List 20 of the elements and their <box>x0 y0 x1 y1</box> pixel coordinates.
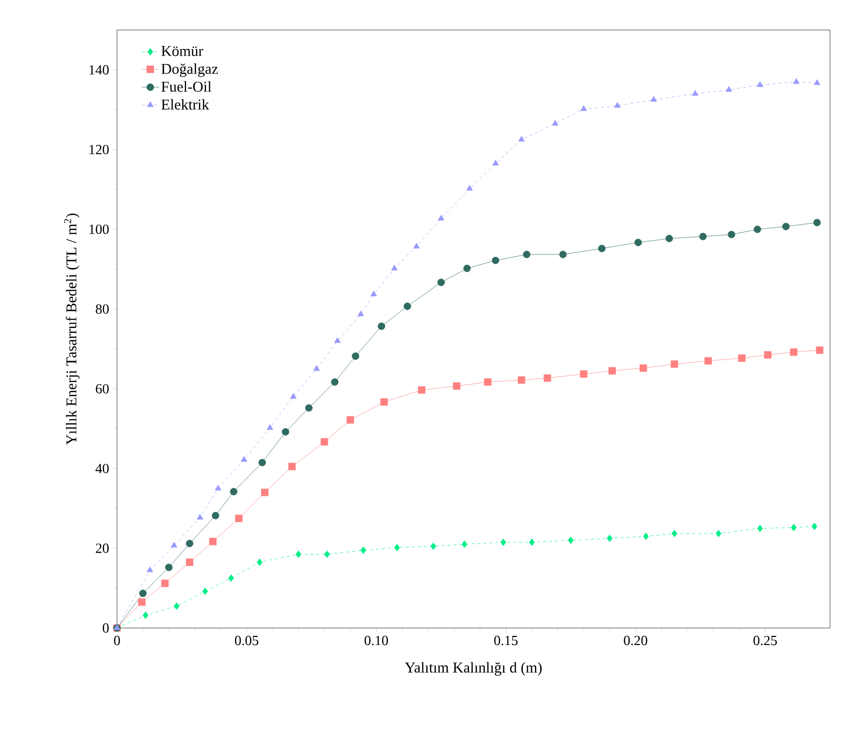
x-tick-label: 0.05 <box>234 636 258 646</box>
legend-label: Fuel-Oil <box>161 81 212 92</box>
y-tick-label: 80 <box>96 304 109 314</box>
x-axis-title: Yalıtım Kalınlığı d (m) <box>404 662 542 676</box>
legend-label: Kömür <box>161 46 204 56</box>
y-tick-label: 100 <box>90 224 109 234</box>
x-tick-label: 0.10 <box>364 636 388 646</box>
x-tick-label: 0.20 <box>624 636 648 646</box>
y-tick-label: 120 <box>90 144 109 154</box>
y-tick-label: 40 <box>96 464 109 474</box>
x-tick-label: 0.25 <box>754 636 777 646</box>
y-axis-title: Yıllık Enerji Tasarruf Bedeli (TL / m$^{2}$) <box>64 214 80 445</box>
x-tick-label: 0.15 <box>494 636 518 646</box>
legend-label: Elektrik <box>161 99 210 110</box>
legend-label: Doğalgaz <box>161 63 218 77</box>
y-tick-label: 140 <box>90 65 109 75</box>
y-tick-label: 20 <box>96 544 109 553</box>
x-tick-label: 0 <box>114 636 120 646</box>
y-tick-label: 0 <box>102 623 109 633</box>
y-tick-label: 60 <box>96 384 109 394</box>
